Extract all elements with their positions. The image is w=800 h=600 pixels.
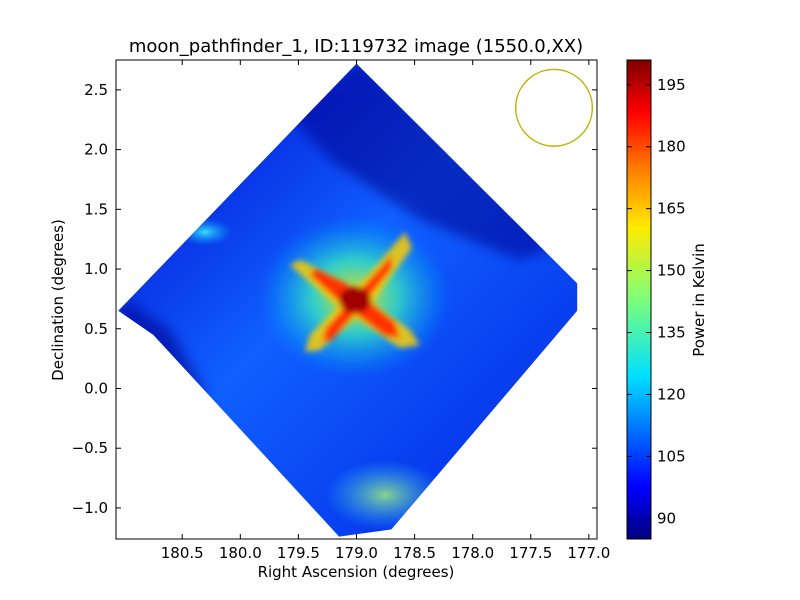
x-tick-label: 180.0 xyxy=(219,544,262,562)
plot-area xyxy=(116,60,597,539)
colorbar-gradient xyxy=(627,60,651,539)
x-axis-label: Right Ascension (degrees) xyxy=(258,563,455,581)
x-tick-label: 179.5 xyxy=(277,544,320,562)
x-tick-label: 177.5 xyxy=(509,544,552,562)
colorbar: 90 105 120 135 150 165 180 195 Power in Kelvin xyxy=(626,59,708,540)
x-tick-label: 179.0 xyxy=(335,544,378,562)
y-tick-label: −1.0 xyxy=(72,499,108,517)
y-tick-label: 1.0 xyxy=(84,260,108,278)
y-tick-label: 1.5 xyxy=(84,200,108,218)
y-tick-label: −0.5 xyxy=(72,439,108,457)
x-axis-ticks: 180.5 180.0 179.5 179.0 178.5 178.0 177.5 177.0 xyxy=(161,60,610,562)
y-tick-label: 2.5 xyxy=(84,81,108,99)
colorbar-label: Power in Kelvin xyxy=(690,243,708,357)
colorbar-ticks: 90 105 120 135 150 165 180 195 xyxy=(627,76,686,527)
y-tick-label: 0.0 xyxy=(84,379,108,397)
y-axis-label: Declination (degrees) xyxy=(49,219,67,381)
colorbar-tick-label: 165 xyxy=(657,200,686,218)
colorbar-tick-label: 90 xyxy=(657,509,676,527)
beam-circle xyxy=(514,68,594,147)
colorbar-tick-label: 195 xyxy=(657,76,686,94)
x-tick-label: 177.0 xyxy=(567,544,610,562)
y-axis-ticks: −1.0 −0.5 0.0 0.5 1.0 1.5 2.0 2.5 xyxy=(72,81,597,517)
colorbar-tick-label: 150 xyxy=(657,262,686,280)
colorbar-tick-label: 105 xyxy=(657,447,686,465)
colorbar-tick-label: 180 xyxy=(657,138,686,156)
colorbar-tick-label: 135 xyxy=(657,324,686,342)
y-tick-label: 0.5 xyxy=(84,320,108,338)
x-tick-label: 178.5 xyxy=(393,544,436,562)
x-tick-label: 178.0 xyxy=(451,544,494,562)
chart-title: moon_pathfinder_1, ID:119732 image (1550… xyxy=(129,36,583,57)
x-tick-label: 180.5 xyxy=(161,544,204,562)
y-tick-label: 2.0 xyxy=(84,141,108,159)
colorbar-tick-label: 120 xyxy=(657,385,686,403)
